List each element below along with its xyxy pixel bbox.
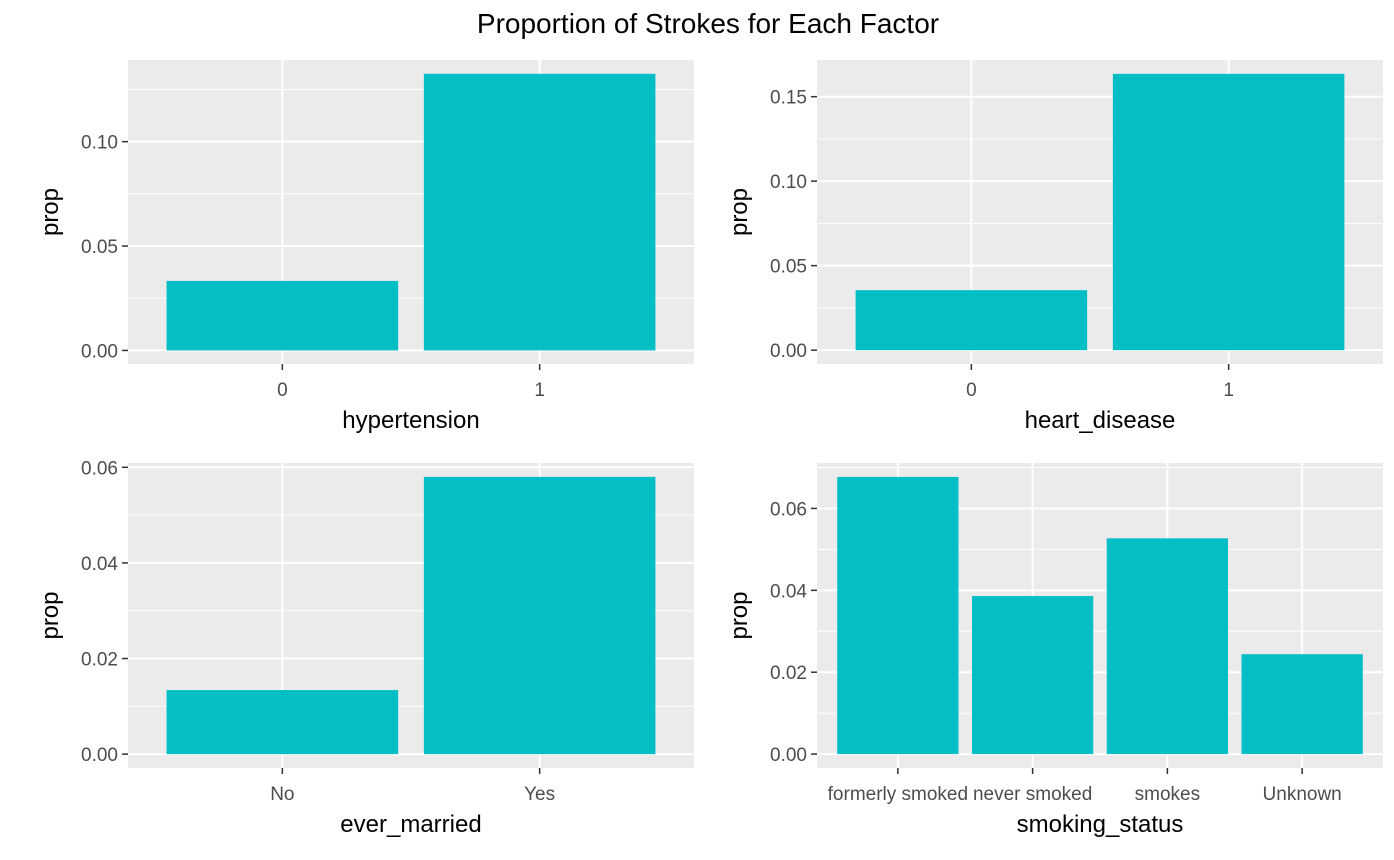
x-axis-title: ever_married xyxy=(340,811,481,838)
y-tick-label: 0.04 xyxy=(81,554,118,575)
y-tick-label: 0.05 xyxy=(81,237,118,258)
chart-panel-1: 0.00 0.05 0.10 0 1 hypertension prop xyxy=(37,60,694,434)
y-tick-label: 0.05 xyxy=(770,257,807,278)
chart-panel-3: 0.00 0.02 0.04 0.06 No Yes ever_married prop xyxy=(37,458,694,838)
x-tick-label: smokes xyxy=(1135,784,1200,805)
y-tick-label: 0.00 xyxy=(770,745,807,766)
y-tick-label: 0.06 xyxy=(81,458,118,479)
x-axis-title: hypertension xyxy=(342,407,479,434)
bar-smokes xyxy=(1106,538,1229,755)
x-tick-label: 0 xyxy=(966,380,977,401)
bar-0 xyxy=(166,280,399,351)
y-tick-label: 0.00 xyxy=(770,341,807,362)
x-tick-label: Yes xyxy=(524,784,555,805)
y-axis-title: prop xyxy=(726,591,753,639)
y-tick-label: 0.00 xyxy=(81,341,118,362)
figure-title: Proportion of Strokes for Each Factor xyxy=(477,8,939,39)
chart-panel-2: 0.00 0.05 0.10 0.15 0 1 heart_disease prop xyxy=(726,60,1383,434)
x-axis-title: heart_disease xyxy=(1025,407,1176,434)
y-axis-title: prop xyxy=(726,188,753,236)
bar-never-smoked xyxy=(971,596,1094,755)
bar-yes xyxy=(423,476,656,755)
bar-no xyxy=(166,690,399,755)
x-tick-label: formerly smoked xyxy=(828,784,968,805)
y-tick-label: 0.06 xyxy=(770,499,807,520)
x-tick-label: No xyxy=(270,784,294,805)
y-axis-title: prop xyxy=(37,591,64,639)
bar-1 xyxy=(423,73,656,351)
bar-0 xyxy=(855,290,1088,351)
x-tick-label: Unknown xyxy=(1263,784,1342,805)
bar-formerly-smoked xyxy=(837,476,959,755)
x-tick-label: 1 xyxy=(534,380,545,401)
y-tick-label: 0.15 xyxy=(770,88,807,109)
y-tick-label: 0.10 xyxy=(770,172,807,193)
y-tick-label: 0.10 xyxy=(81,133,118,154)
x-tick-label: 0 xyxy=(277,380,288,401)
y-tick-label: 0.04 xyxy=(770,581,807,602)
bar-1 xyxy=(1112,73,1345,351)
y-tick-label: 0.02 xyxy=(770,663,807,684)
x-tick-label: 1 xyxy=(1223,380,1234,401)
y-axis-title: prop xyxy=(37,188,64,236)
y-tick-label: 0.00 xyxy=(81,745,118,766)
chart-panel-4: 0.00 0.02 0.04 0.06 formerly smoked never smo… xyxy=(726,463,1383,838)
y-tick-label: 0.02 xyxy=(81,650,118,671)
x-tick-label: never smoked xyxy=(973,784,1092,805)
bar-unknown xyxy=(1241,654,1363,755)
x-axis-title: smoking_status xyxy=(1017,811,1184,838)
